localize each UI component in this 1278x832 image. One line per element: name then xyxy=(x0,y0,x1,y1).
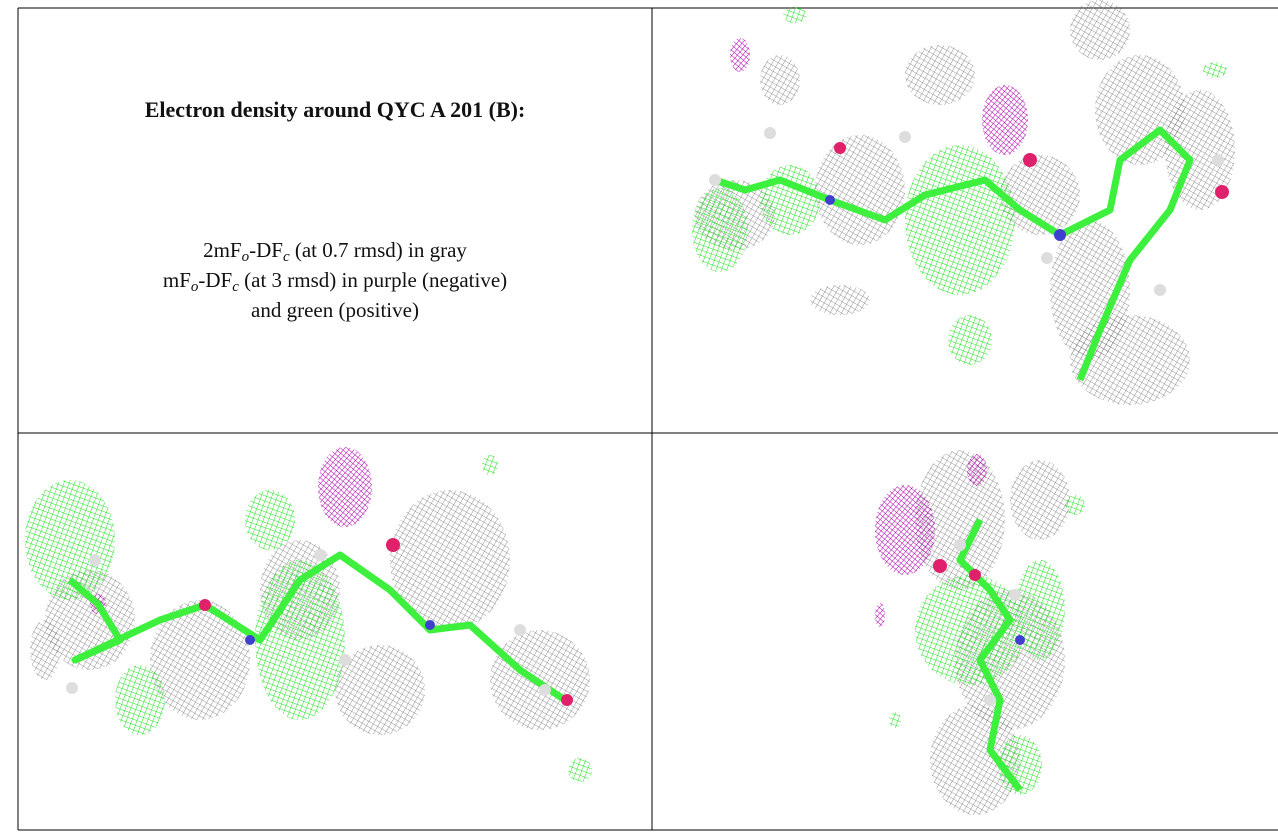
shape xyxy=(875,603,885,627)
table-frame xyxy=(17,7,1278,831)
shape xyxy=(760,165,820,235)
shape xyxy=(568,758,592,782)
shape xyxy=(390,490,510,630)
shape xyxy=(1041,252,1053,264)
shape xyxy=(933,559,947,573)
shape xyxy=(425,620,435,630)
shape xyxy=(1015,635,1025,645)
shape xyxy=(875,485,935,575)
shape xyxy=(335,645,425,735)
shape xyxy=(1203,62,1227,78)
shape xyxy=(948,315,992,365)
shape xyxy=(255,560,345,720)
shape xyxy=(889,712,901,728)
shape xyxy=(150,600,250,720)
shape xyxy=(834,142,846,154)
shape xyxy=(30,620,60,680)
subscript: o xyxy=(241,249,250,265)
density-image xyxy=(875,450,1085,815)
subscript: c xyxy=(232,279,239,295)
shape xyxy=(1015,560,1065,660)
shape xyxy=(954,539,966,551)
shape xyxy=(245,635,255,645)
shape xyxy=(783,7,807,23)
shape xyxy=(967,454,987,486)
shape xyxy=(764,127,776,139)
shape xyxy=(89,554,101,566)
shape xyxy=(915,450,1005,590)
shape xyxy=(1023,153,1037,167)
shape xyxy=(1050,220,1130,360)
density-image xyxy=(692,0,1235,405)
text-part: -DF xyxy=(198,268,233,292)
shape xyxy=(1095,55,1185,165)
text-part: (at 0.7 rmsd) in gray xyxy=(289,238,467,262)
text-part: 2mF xyxy=(203,238,242,262)
density-image xyxy=(25,447,592,782)
shape xyxy=(115,665,165,735)
shape xyxy=(245,490,295,550)
shape xyxy=(386,538,400,552)
shape xyxy=(825,195,835,205)
text-line: 2mFo-DFc (at 0.7 rmsd) in gray xyxy=(19,235,651,265)
legend-text: 2mFo-DFc (at 0.7 rmsd) in gray mFo-DFc (a… xyxy=(19,235,651,325)
shape xyxy=(318,447,372,527)
shape xyxy=(514,624,526,636)
shape xyxy=(956,518,1023,793)
subscript: o xyxy=(190,279,199,295)
shape xyxy=(1010,460,1070,540)
shape xyxy=(905,145,1015,295)
shape xyxy=(539,684,551,696)
shape xyxy=(969,569,981,581)
cell-title: Electron density around QYC A 201 (B): xyxy=(144,97,526,122)
shape xyxy=(1215,185,1229,199)
shape xyxy=(915,575,1025,685)
text-part: -DF xyxy=(249,238,283,262)
shape xyxy=(1212,154,1224,166)
shape xyxy=(66,682,78,694)
shape xyxy=(1154,284,1166,296)
shape xyxy=(25,480,115,600)
shape xyxy=(199,599,211,611)
shape xyxy=(67,551,567,703)
shape xyxy=(1054,229,1066,241)
shape xyxy=(561,694,573,706)
text-part: mF xyxy=(162,268,191,292)
subscript: c xyxy=(282,249,290,265)
shape xyxy=(314,549,326,561)
text-part: (at 3 rmsd) in purple (negative) xyxy=(238,268,508,292)
shape xyxy=(482,455,498,475)
shape xyxy=(1009,589,1021,601)
shape xyxy=(339,654,351,666)
shape xyxy=(730,38,750,72)
text-line: and green (positive) xyxy=(19,295,651,325)
shape xyxy=(815,135,905,245)
shape xyxy=(899,131,911,143)
shape xyxy=(1000,155,1080,235)
shape xyxy=(1070,0,1130,60)
shape xyxy=(760,55,800,105)
shape xyxy=(984,694,996,706)
shape xyxy=(930,705,1020,815)
shape xyxy=(692,188,748,272)
shape xyxy=(905,45,975,105)
text-line: mFo-DFc (at 3 rmsd) in purple (negative) xyxy=(19,265,651,295)
text-part: and green (positive) xyxy=(251,298,419,322)
shape xyxy=(1065,495,1085,515)
shape xyxy=(709,174,721,186)
text-cell: Electron density around QYC A 201 (B): 2… xyxy=(19,9,651,432)
shape xyxy=(810,285,870,315)
shape xyxy=(982,85,1028,155)
